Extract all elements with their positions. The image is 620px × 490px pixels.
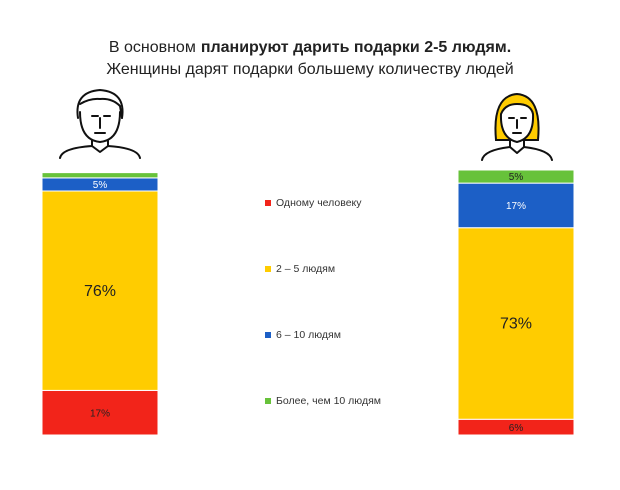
- bar-segment: [457, 169, 575, 184]
- bar-segment: [457, 227, 575, 420]
- legend-marker: [265, 332, 271, 338]
- bar-segment: [41, 389, 159, 436]
- title-bold-part: планируют дарить подарки 2-5 людям.: [201, 39, 511, 56]
- bar-segment: [41, 190, 159, 391]
- value-label: 17%: [90, 408, 110, 419]
- man-icon: [59, 89, 141, 159]
- value-label: 17%: [506, 201, 526, 212]
- legend-label: 2 – 5 людям: [276, 263, 335, 275]
- value-label: 5%: [93, 180, 108, 191]
- legend-label: 6 – 10 людям: [276, 329, 341, 341]
- chart-subtitle: Женщины дарят подарки большему количеств…: [106, 61, 513, 78]
- legend-label: Одному человеку: [276, 197, 362, 209]
- bar-segment: [41, 172, 159, 179]
- legend-label: Более, чем 10 людям: [276, 395, 381, 407]
- legend-marker: [265, 266, 271, 272]
- title-part: В основном: [109, 39, 196, 56]
- legend-marker: [265, 398, 271, 404]
- chart-title: В основном планируют дарить подарки 2-5 л…: [109, 39, 511, 56]
- woman-icon: [481, 92, 553, 161]
- value-label: 6%: [509, 423, 524, 434]
- value-label: 5%: [509, 172, 524, 183]
- legend-marker: [265, 200, 271, 206]
- value-label: 76%: [84, 283, 116, 300]
- value-label: 73%: [500, 316, 532, 333]
